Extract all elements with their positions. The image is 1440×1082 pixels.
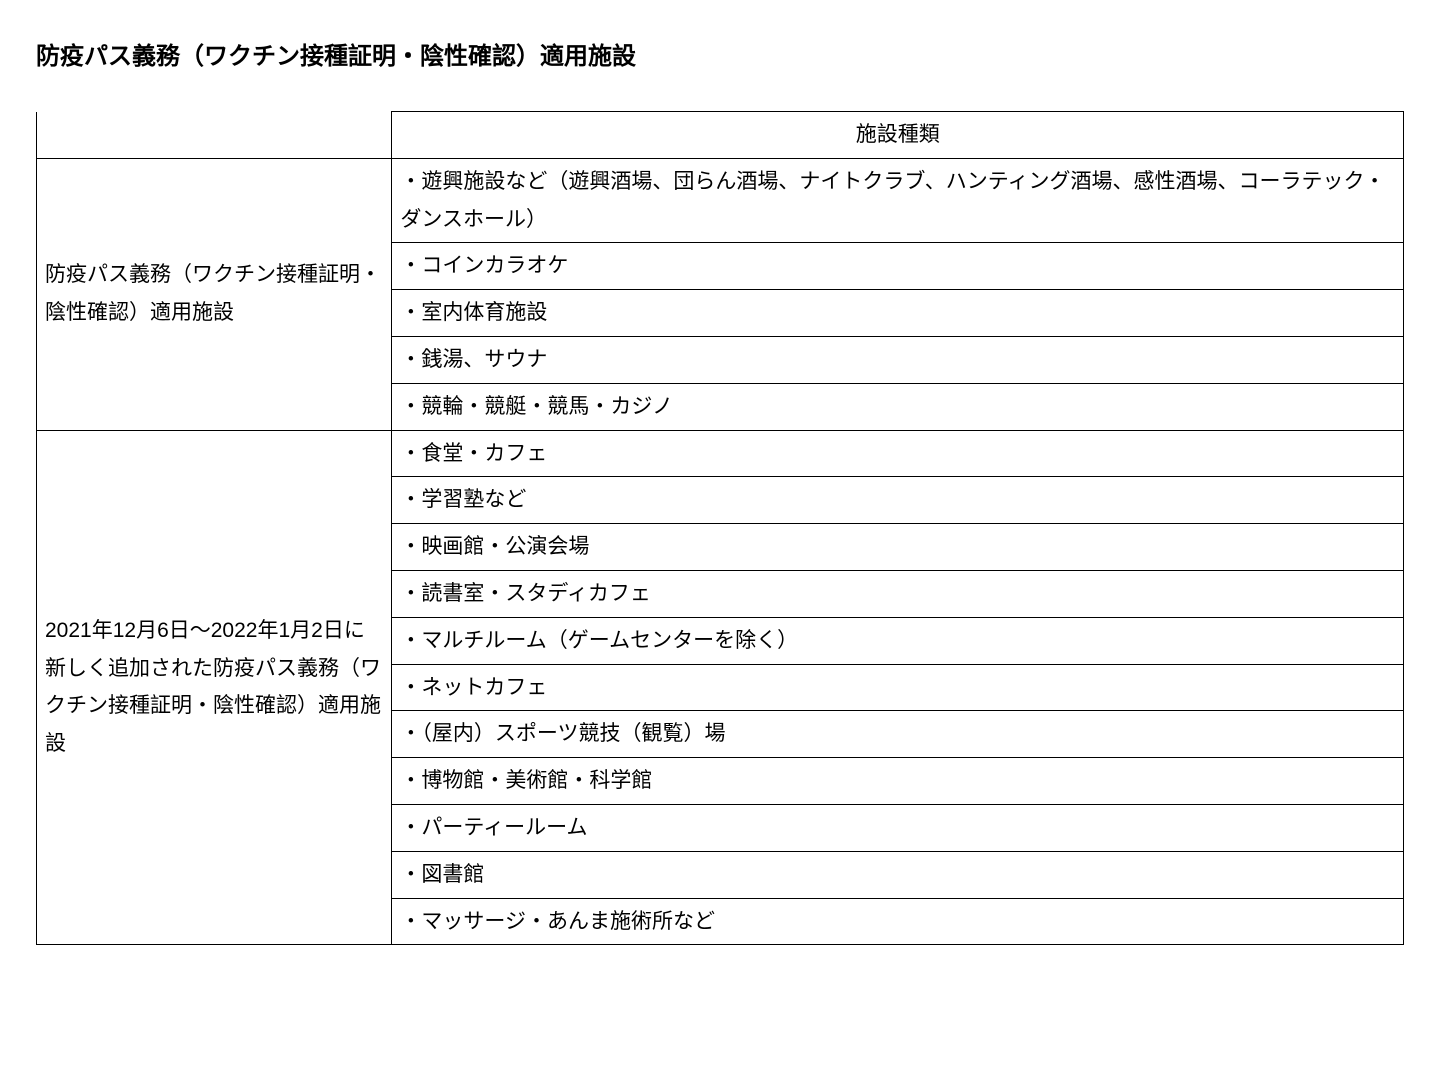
item-cell: ・ネットカフェ [392, 664, 1404, 711]
table-header-type: 施設種類 [392, 112, 1404, 159]
item-cell: ・食堂・カフェ [392, 430, 1404, 477]
item-cell: ・博物館・美術館・科学館 [392, 758, 1404, 805]
item-cell: ・映画館・公演会場 [392, 524, 1404, 571]
item-cell: ・マッサージ・あんま施術所など [392, 898, 1404, 945]
page-title: 防疫パス義務（ワクチン接種証明・陰性確認）適用施設 [36, 36, 1404, 71]
item-cell: ・マルチルーム（ゲームセンターを除く） [392, 617, 1404, 664]
item-cell: ・コインカラオケ [392, 243, 1404, 290]
table-row: 防疫パス義務（ワクチン接種証明・陰性確認）適用施設 ・遊興施設など（遊興酒場、団… [37, 158, 1404, 243]
facilities-table: 施設種類 防疫パス義務（ワクチン接種証明・陰性確認）適用施設 ・遊興施設など（遊… [36, 111, 1404, 945]
item-cell: ・読書室・スタディカフェ [392, 570, 1404, 617]
item-cell: ・銭湯、サウナ [392, 336, 1404, 383]
table-body: 防疫パス義務（ワクチン接種証明・陰性確認）適用施設 ・遊興施設など（遊興酒場、団… [37, 158, 1404, 945]
table-header-category [37, 112, 392, 159]
item-cell: ・学習塾など [392, 477, 1404, 524]
item-cell: ・図書館 [392, 851, 1404, 898]
category-cell: 2021年12月6日～2022年1月2日に新しく追加された防疫パス義務（ワクチン… [37, 430, 392, 945]
category-cell: 防疫パス義務（ワクチン接種証明・陰性確認）適用施設 [37, 158, 392, 430]
table-row: 2021年12月6日～2022年1月2日に新しく追加された防疫パス義務（ワクチン… [37, 430, 1404, 477]
table-header-row: 施設種類 [37, 112, 1404, 159]
item-cell: ・（屋内）スポーツ競技（観覧）場 [392, 711, 1404, 758]
item-cell: ・パーティールーム [392, 804, 1404, 851]
item-cell: ・競輪・競艇・競馬・カジノ [392, 383, 1404, 430]
item-cell: ・室内体育施設 [392, 290, 1404, 337]
item-cell: ・遊興施設など（遊興酒場、団らん酒場、ナイトクラブ、ハンティング酒場、感性酒場、… [392, 158, 1404, 243]
